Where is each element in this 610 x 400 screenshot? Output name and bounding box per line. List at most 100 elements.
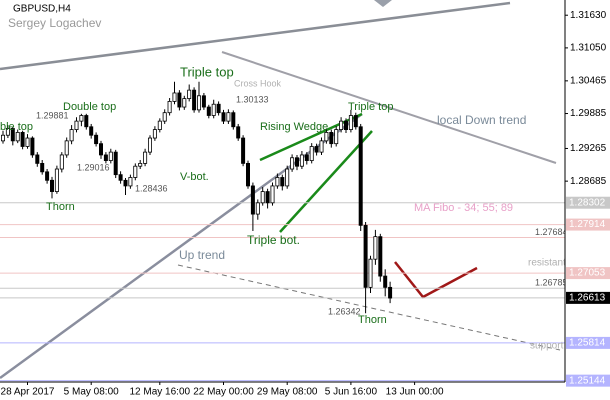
candle-body bbox=[334, 129, 339, 145]
annotation: resistant bbox=[528, 258, 566, 269]
annotation: V-bot. bbox=[180, 171, 209, 183]
candle-body bbox=[99, 143, 104, 156]
candle-body bbox=[294, 157, 299, 167]
level-label: 1.26785 bbox=[535, 278, 568, 288]
down-trend-line bbox=[221, 51, 557, 164]
candle-body bbox=[10, 128, 15, 142]
candle-body bbox=[0, 134, 6, 142]
x-tick-label: 29 May 08:00 bbox=[257, 387, 318, 398]
candle-body bbox=[79, 115, 84, 122]
candle-body bbox=[383, 275, 388, 288]
candle-body bbox=[118, 174, 123, 181]
level-label: 1.27914 bbox=[569, 219, 606, 230]
candle-body bbox=[25, 137, 30, 147]
annotation: 1.28436 bbox=[135, 183, 168, 193]
candle-body bbox=[201, 95, 206, 108]
support-line bbox=[177, 264, 561, 351]
candle-body bbox=[162, 112, 167, 122]
candle-body bbox=[226, 112, 231, 122]
y-tick-label: 1.31630 bbox=[570, 10, 607, 21]
candle-body bbox=[167, 101, 172, 114]
annotation: Triple bot. bbox=[247, 233, 300, 247]
chart-subtitle: Sergey Logachev bbox=[8, 16, 101, 30]
candle-body bbox=[368, 258, 373, 288]
candle-body bbox=[138, 162, 143, 167]
candle-body bbox=[45, 171, 50, 181]
candle-body bbox=[363, 224, 368, 288]
y-tick-label: 1.30465 bbox=[570, 75, 607, 86]
level-label: 1.28302 bbox=[569, 197, 606, 208]
candle-body bbox=[304, 154, 309, 161]
candle-body bbox=[309, 146, 314, 161]
chart-title: GBPUSD,H4 bbox=[13, 4, 71, 15]
candle-body bbox=[128, 177, 133, 187]
candle-body bbox=[108, 151, 113, 161]
candle-body bbox=[187, 89, 192, 99]
annotation: Triple top bbox=[348, 101, 393, 113]
candle-body bbox=[373, 236, 378, 260]
candle-body bbox=[30, 137, 35, 156]
candle-body bbox=[324, 132, 329, 142]
candle-body bbox=[59, 154, 64, 170]
candle-body bbox=[221, 112, 226, 122]
candle-body bbox=[358, 126, 363, 226]
x-tick-label: 12 May 16:00 bbox=[129, 387, 190, 398]
candle-body bbox=[15, 132, 20, 142]
level-box bbox=[566, 196, 610, 209]
candle-body bbox=[123, 179, 128, 187]
candle-body bbox=[216, 103, 221, 114]
level-box bbox=[566, 218, 610, 231]
annotation: 1.29016 bbox=[77, 162, 110, 172]
candle-body bbox=[196, 95, 201, 111]
annotation: 1.30133 bbox=[236, 94, 269, 104]
price-axis-bg bbox=[565, 0, 610, 382]
x-tick-label: 28 Apr 2017 bbox=[1, 387, 55, 398]
candle-body bbox=[152, 129, 157, 139]
candle-body bbox=[260, 191, 265, 204]
candle-body bbox=[275, 177, 280, 187]
candle-body bbox=[285, 168, 290, 187]
annotation: Thorn bbox=[358, 314, 387, 326]
candle-body bbox=[40, 162, 45, 173]
candle-body bbox=[250, 185, 255, 215]
level-box bbox=[566, 267, 610, 280]
annotation: Triple top bbox=[180, 64, 234, 79]
candle-body bbox=[147, 137, 152, 153]
x-tick-label: 13 Jun 00:00 bbox=[386, 387, 444, 398]
annotation: support bbox=[530, 341, 564, 352]
axis-labels: 1.31630 1.31050 1.30465 1.29885 1.29265 1.286… bbox=[1, 10, 610, 398]
y-tick-label: 1.29265 bbox=[570, 143, 607, 154]
candle-body bbox=[143, 151, 148, 164]
candle-body bbox=[241, 137, 246, 164]
candle-body bbox=[157, 120, 162, 130]
candle-body bbox=[231, 112, 236, 128]
level-box bbox=[566, 336, 610, 349]
annotation: local Down trend bbox=[437, 113, 526, 127]
candle-body bbox=[265, 191, 270, 204]
candle-body bbox=[339, 120, 344, 130]
candle-body bbox=[255, 202, 260, 215]
level-label: 1.27053 bbox=[569, 268, 606, 279]
candle-body bbox=[388, 286, 393, 299]
level-label: 1.27684 bbox=[535, 227, 568, 237]
candle-body bbox=[378, 236, 383, 277]
candle-body bbox=[236, 126, 241, 139]
candle-body bbox=[89, 126, 94, 136]
candle-body bbox=[329, 132, 334, 145]
candle-body bbox=[280, 177, 285, 187]
annotation: 1.29881 bbox=[36, 110, 69, 120]
annotation: MA Fibo - 34; 55; 89 bbox=[414, 202, 513, 214]
level-label: 1.25814 bbox=[569, 338, 606, 349]
candle-body bbox=[211, 103, 216, 116]
candle-body bbox=[94, 134, 99, 145]
annotation: Up trend bbox=[179, 248, 225, 262]
level-label: 1.26613 bbox=[569, 293, 606, 304]
candle-body bbox=[50, 179, 55, 192]
channel-line bbox=[0, 1, 511, 71]
annotation: Double top bbox=[63, 101, 116, 113]
candle-body bbox=[206, 106, 211, 116]
candle-body bbox=[84, 115, 89, 128]
